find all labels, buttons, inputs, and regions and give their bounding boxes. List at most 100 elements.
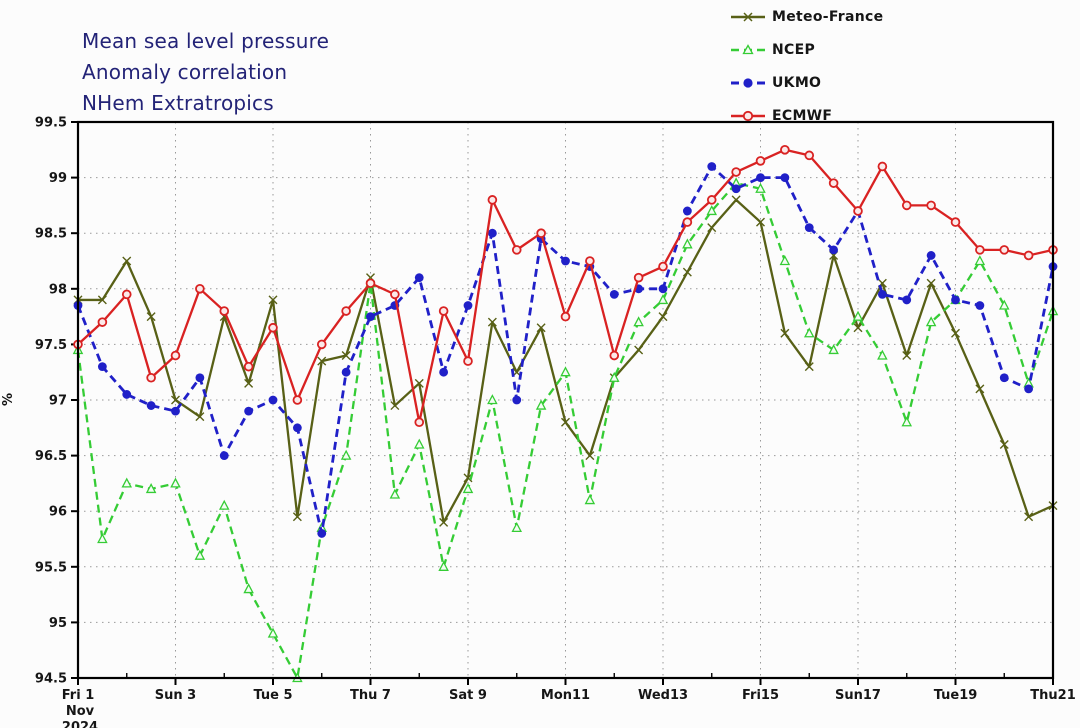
series-marker-ECMWF [341,306,351,316]
series-marker-Meteo-France [634,345,644,355]
series-marker-NCEP [974,255,986,266]
series-marker-Meteo-France [487,317,497,327]
series-marker-ECMWF [146,372,156,383]
legend-item-ukmo: UKMO [730,66,883,99]
chart-title: Mean sea level pressure Anomaly correlat… [82,26,329,119]
series-marker-NCEP [121,477,133,488]
series-marker-ECMWF [219,306,230,316]
y-tick-label: 97 [49,394,67,409]
series-marker-Meteo-France [658,312,668,322]
y-tick-label: 97.5 [35,338,67,353]
legend-swatch-meteo-france-icon [731,11,765,22]
series-marker-NCEP [413,438,425,449]
series-marker-UKMO [999,373,1009,383]
series-marker-UKMO [658,284,668,294]
legend-item-ncep: NCEP [730,33,883,66]
series-marker-NCEP [877,349,888,360]
series-marker-UKMO [439,367,449,377]
series-marker-Meteo-France [244,378,254,388]
series-marker-ECMWF [1023,250,1034,261]
series-marker-UKMO [487,228,497,238]
series-marker-Meteo-France [1024,512,1034,522]
series-marker-NCEP [657,294,669,305]
x-tick-label: Thu21 [1030,688,1075,703]
series-marker-ECMWF [463,356,473,366]
x-tick-label: Sun17 [835,688,881,703]
series-marker-NCEP [389,488,401,499]
series-marker-UKMO [780,173,790,183]
series-marker-UKMO [292,423,302,433]
series-marker-UKMO [146,401,156,410]
x-tick-label: Wed13 [638,688,688,703]
series-marker-Meteo-France [926,278,936,288]
y-tick-label: 99 [49,171,67,186]
series-marker-UKMO [682,206,692,216]
series-marker-NCEP [560,366,571,377]
x-tick-sublabel: Nov [66,704,95,719]
y-tick-label: 95 [49,616,67,631]
series-marker-ECMWF [365,278,376,289]
series-marker-ECMWF [414,417,425,428]
x-tick-sublabel: 2024 [62,720,98,728]
series-marker-UKMO [317,529,327,538]
series-marker-ECMWF [536,228,546,239]
series-marker-NCEP [170,477,181,488]
y-tick-label: 99.5 [35,116,67,131]
series-marker-NCEP [438,560,449,571]
chart-title-line-1: Mean sea level pressure [82,29,330,53]
series-marker-NCEP [243,583,254,594]
series-marker-NCEP [998,299,1010,310]
legend-swatch-ecmwf-icon [731,110,765,121]
series-marker-ECMWF [97,317,108,327]
legend-swatch-ukmo-icon [731,77,765,88]
series-marker-NCEP [828,344,839,355]
series-marker-NCEP [267,627,279,638]
series-marker-ECMWF [390,289,400,300]
series-marker-NCEP [97,533,108,544]
series-marker-ECMWF [560,311,571,322]
chart-title-line-2: Anomaly correlation [82,60,288,84]
legend: Meteo-France NCEP UKMO ECMWF [730,0,883,132]
series-marker-Meteo-France [999,439,1009,449]
series-marker-Meteo-France [975,384,985,394]
series-marker-ECMWF [780,145,790,155]
series-marker-UKMO [97,362,107,372]
series-marker-Meteo-France [292,512,302,522]
series-marker-NCEP [755,182,766,193]
series-marker-ECMWF [853,206,863,216]
series-marker-NCEP [901,416,913,427]
y-tick-label: 94.5 [35,672,67,687]
series-marker-NCEP [145,483,157,494]
series-marker-Meteo-France [317,356,327,366]
series-marker-ECMWF [877,161,888,172]
series-marker-Meteo-France [122,256,132,266]
series-marker-UKMO [804,223,814,233]
series-marker-NCEP [462,483,474,494]
series-marker-ECMWF [121,289,132,300]
series-marker-Meteo-France [561,417,570,427]
series-marker-NCEP [340,449,352,460]
series-marker-ECMWF [999,245,1010,255]
series-marker-ECMWF [926,200,936,211]
x-tick-label: Tue19 [934,688,978,703]
series-marker-Meteo-France [780,328,790,338]
series-marker-UKMO [366,312,375,321]
series-marker-Meteo-France [853,323,863,333]
x-tick-label: Sat 9 [449,688,487,703]
series-marker-UKMO [268,395,278,405]
x-tick-label: Fri15 [742,688,779,703]
series-marker-UKMO [561,256,570,266]
series-marker-NCEP [487,394,498,405]
series-marker-Meteo-France [804,362,814,372]
series-marker-Meteo-France [439,517,449,527]
series-marker-NCEP [218,499,230,510]
series-marker-UKMO [902,295,912,305]
legend-item-meteo-france: Meteo-France [730,0,883,33]
series-marker-NCEP [682,238,693,249]
series-marker-NCEP [535,399,547,410]
series-marker-ECMWF [901,200,912,211]
series-marker-UKMO [512,395,522,405]
series-marker-Meteo-France [268,295,278,305]
series-marker-Meteo-France [951,328,960,338]
